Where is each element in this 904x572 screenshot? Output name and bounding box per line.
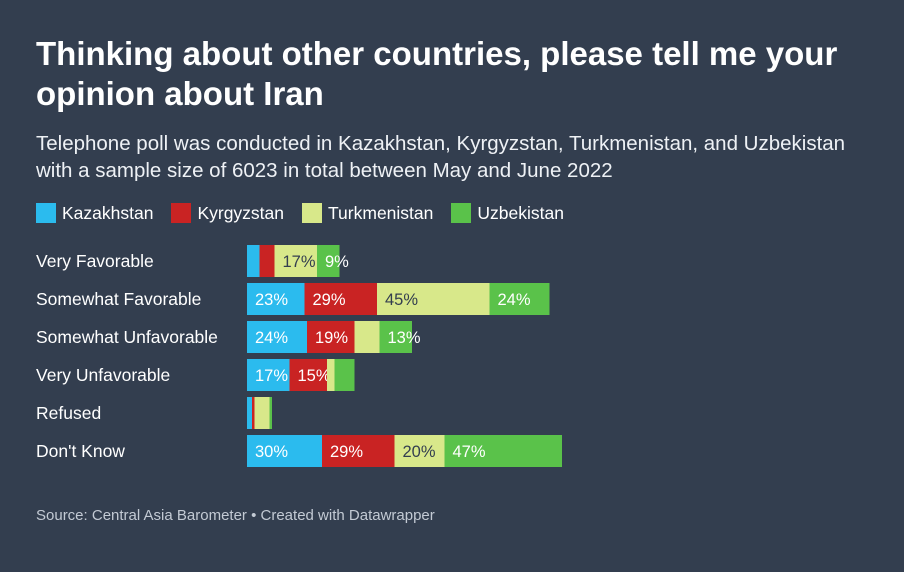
data-label: 24% — [255, 329, 288, 347]
bar-uzbekistan — [489, 283, 550, 315]
bar-uzbekistan — [334, 359, 355, 391]
legend-item-kyrgyzstan: Kyrgyzstan — [171, 203, 284, 224]
data-label: 29% — [313, 291, 346, 309]
bar-kyrgyzstan — [252, 397, 255, 429]
data-label: 24% — [498, 291, 531, 309]
chart-title: Thinking about other countries, please t… — [36, 35, 838, 112]
bar-uzbekistan — [444, 435, 562, 467]
bar-turkmenistan — [377, 283, 490, 315]
data-label: 20% — [403, 443, 436, 461]
bar-kazakhstan — [247, 435, 322, 467]
data-label: 30% — [255, 443, 288, 461]
bar-kyrgyzstan — [259, 245, 275, 277]
category-label: Very Favorable — [36, 251, 154, 271]
bar-uzbekistan — [317, 245, 340, 277]
bar-uzbekistan — [379, 321, 412, 353]
data-label: 19% — [315, 329, 348, 347]
data-label: 45% — [385, 291, 418, 309]
bar-turkmenistan — [254, 397, 270, 429]
bar-kazakhstan — [247, 283, 305, 315]
bar-kazakhstan — [247, 397, 252, 429]
data-label: 13% — [388, 329, 421, 347]
bar-turkmenistan — [354, 321, 380, 353]
bar-turkmenistan — [394, 435, 445, 467]
bar-turkmenistan — [327, 359, 335, 391]
chart-legend: Kazakhstan Kyrgyzstan Turkmenistan Uzbekist… — [36, 201, 582, 225]
legend-swatch — [171, 203, 192, 223]
bar-kyrgyzstan — [289, 359, 327, 391]
category-label: Somewhat Favorable — [36, 289, 201, 309]
legend-label: Turkmenistan — [328, 202, 434, 223]
category-label: Very Unfavorable — [36, 365, 170, 385]
bar-kyrgyzstan — [304, 283, 377, 315]
category-label: Refused — [36, 403, 101, 423]
data-label: 29% — [330, 443, 363, 461]
chart-source: Source: Central Asia Barometer • Created… — [36, 507, 435, 524]
bar-kazakhstan — [247, 359, 290, 391]
stacked-bar-chart: Very Favorable 17% 9% Somewhat Favorable 23%… — [36, 245, 562, 467]
data-label: 17% — [255, 367, 288, 385]
legend-label: Kazakhstan — [62, 202, 154, 223]
category-label: Don't Know — [36, 441, 125, 461]
legend-item-kazakhstan: Kazakhstan — [36, 203, 153, 224]
data-label: 9% — [325, 253, 349, 271]
bar-kyrgyzstan — [307, 321, 355, 353]
legend-swatch — [302, 203, 323, 223]
bar-turkmenistan — [274, 245, 317, 277]
legend-item-uzbekistan: Uzbekistan — [451, 203, 564, 224]
legend-label: Kyrgyzstan — [197, 202, 285, 223]
data-label: 23% — [255, 291, 288, 309]
bar-uzbekistan — [269, 397, 272, 429]
category-label: Somewhat Unfavorable — [36, 327, 218, 347]
bar-kazakhstan — [247, 321, 307, 353]
legend-swatch — [36, 203, 56, 223]
data-label: 17% — [283, 253, 316, 271]
bar-kazakhstan — [247, 245, 260, 277]
bar-kyrgyzstan — [322, 435, 395, 467]
data-label: 15% — [298, 367, 331, 385]
legend-swatch — [451, 203, 472, 223]
data-label: 47% — [453, 443, 486, 461]
legend-label: Uzbekistan — [477, 202, 564, 223]
legend-item-turkmenistan: Turkmenistan — [302, 203, 433, 224]
chart-subtitle: Telephone poll was conducted in Kazakhst… — [36, 132, 846, 182]
